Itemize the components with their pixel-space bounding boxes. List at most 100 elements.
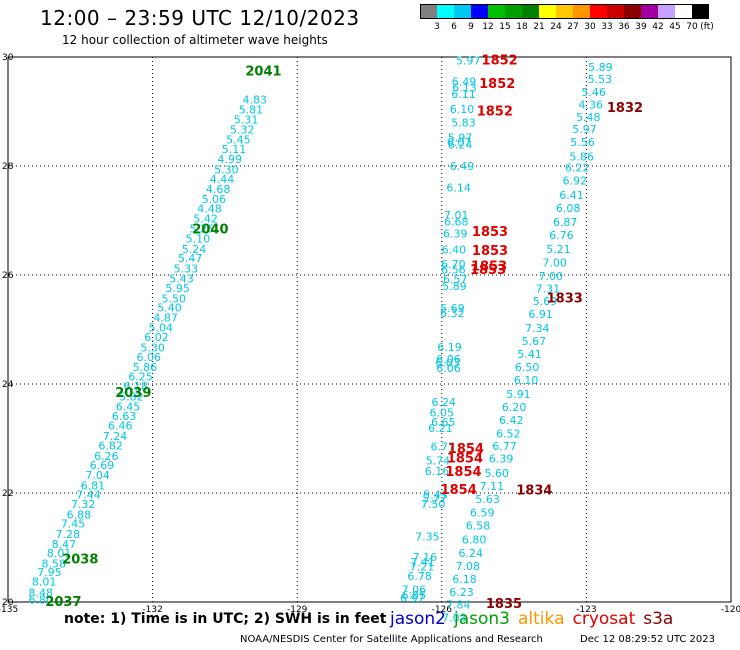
- wave-height-point: 5.86: [133, 361, 158, 374]
- wave-height-point: 6.70: [441, 258, 466, 271]
- wave-height-point: 5.97: [572, 123, 597, 136]
- wave-height-point: 5.11: [222, 143, 247, 156]
- pass-label: 1854: [448, 442, 484, 457]
- pass-label: 2038: [62, 552, 98, 567]
- wave-height-point: 6.68: [444, 216, 469, 229]
- wave-height-point: 6.45: [116, 400, 141, 413]
- wave-height-point: 6.46: [108, 419, 133, 432]
- wave-height-point: 6.59: [470, 507, 495, 520]
- chart-subtitle: 12 hour collection of altimeter wave hei…: [62, 33, 328, 47]
- wave-height-point: 6.40: [442, 243, 467, 256]
- wave-height-point: 4.68: [206, 183, 231, 196]
- wave-height-point: 5.47: [178, 252, 203, 265]
- x-tick-label: -126: [432, 605, 453, 615]
- wave-height-point: 5.69: [533, 295, 558, 308]
- legend-label: 42: [652, 22, 664, 32]
- wave-height-point: 7.16: [413, 551, 438, 564]
- wave-height-point: 6.56: [441, 264, 466, 277]
- wave-height-point: 6.65: [431, 416, 456, 429]
- wave-height-point: 7.08: [456, 560, 481, 573]
- wave-height-point: 6.80: [462, 533, 487, 546]
- wave-height-point: 6.11: [451, 88, 476, 101]
- wave-height-point: 7.35: [415, 531, 440, 544]
- legend-label: 30: [584, 22, 596, 32]
- wave-height-point: 6.80: [29, 593, 54, 606]
- wave-height-point: 6.58: [466, 520, 491, 533]
- wave-height-point: 6.85: [402, 589, 427, 602]
- wave-height-point: 7.84: [446, 599, 471, 612]
- wave-height-point: 4.48: [197, 203, 222, 216]
- wave-height-point: 7.45: [61, 518, 86, 531]
- pass-label: 1853: [470, 263, 506, 278]
- legend-swatch: [471, 4, 488, 19]
- wave-height-point: 5.56: [570, 136, 595, 149]
- legend-swatch: [488, 4, 505, 19]
- wave-height-point: 7.00: [542, 256, 567, 269]
- pass-label: 1833: [547, 291, 583, 306]
- wave-height-point: 5.24: [182, 243, 207, 256]
- legend-label: 18: [516, 22, 528, 32]
- wave-height-point: 5.95: [165, 282, 190, 295]
- wave-height-point: 7.04: [85, 469, 110, 482]
- wave-height-point: 6.18: [452, 573, 477, 586]
- legend-swatch: [420, 4, 437, 19]
- wave-height-point: 6.20: [502, 401, 527, 414]
- legend-swatch: [505, 4, 522, 19]
- satellite-cryosat: cryosat: [572, 609, 636, 629]
- wave-height-point: 7.34: [525, 322, 550, 335]
- x-tick-label: -135: [0, 605, 18, 615]
- wave-height-point: 6.49: [452, 76, 477, 89]
- wave-height-point: 6.57: [443, 273, 468, 286]
- axis-ticks: -135 -132 -129 -126 -123 -120 20 22 24 26 28 30: [0, 53, 740, 615]
- wave-height-point: 6.06: [436, 353, 461, 366]
- legend-swatch: [590, 4, 607, 19]
- wave-height-point: 4.87: [153, 312, 178, 325]
- pass-label: 1835: [486, 597, 522, 612]
- wave-height-point: 8.58: [42, 557, 67, 570]
- wave-height-point: 6.26: [94, 450, 119, 463]
- wave-height-point: 5.53: [588, 73, 613, 86]
- wave-height-point: 5.04: [149, 321, 174, 334]
- wave-height-point: 6.39: [489, 453, 514, 466]
- wave-height-point: 5.82: [119, 391, 144, 404]
- wave-height-point: 5.30: [214, 163, 239, 176]
- satellite-legend: jason2 jason3 altika cryosat s3a: [390, 609, 681, 629]
- legend-frame: [420, 4, 709, 19]
- wave-height-point: 7.31: [536, 283, 561, 296]
- wave-height-point: 5.45: [226, 133, 251, 146]
- wave-height-point: 5.89: [442, 280, 467, 293]
- grid-lines: [8, 57, 731, 602]
- wave-height-point: 6.77: [492, 440, 517, 453]
- wave-height-point: 6.14: [446, 181, 471, 194]
- wave-height-point: 6.24: [448, 139, 473, 152]
- wave-height-point: 4.36: [578, 98, 603, 111]
- wave-height-point: 6.77: [431, 441, 456, 454]
- satellite-jason3: jason3: [454, 609, 510, 629]
- wave-height-point: 6.92: [563, 175, 588, 188]
- wave-height-point: 5.10: [186, 232, 211, 245]
- wave-height-point: 6.41: [559, 189, 584, 202]
- wave-height-point: 5.46: [581, 86, 606, 99]
- wave-height-point: 6.07: [447, 136, 472, 149]
- wave-height-point: 6.76: [549, 229, 574, 242]
- wave-height-point: 5.48: [576, 111, 601, 124]
- wave-height-point: 5.30: [140, 341, 165, 354]
- wave-height-point: 5.74: [426, 454, 451, 467]
- x-tick-label: -120: [721, 605, 740, 615]
- wave-height-point: 6.78: [407, 570, 432, 583]
- wave-height-point: 6.32: [440, 307, 465, 320]
- wave-height-point: 5.26: [190, 223, 215, 236]
- wave-height-point: 6.91: [528, 308, 553, 321]
- wave-height-point: 6.52: [496, 428, 521, 441]
- satellite-s3a: s3a: [643, 609, 674, 629]
- x-tick-label: -123: [576, 605, 596, 615]
- wave-height-point: 8.48: [29, 587, 54, 600]
- pass-label: 2039: [115, 386, 151, 401]
- wave-height-point: 6.19: [437, 341, 462, 354]
- wave-height-point: 6.63: [112, 410, 137, 423]
- wave-height-point: 8.47: [52, 538, 77, 551]
- legend-swatch: [624, 4, 641, 19]
- y-tick-label: 20: [2, 598, 14, 608]
- legend-label: 15: [499, 22, 511, 32]
